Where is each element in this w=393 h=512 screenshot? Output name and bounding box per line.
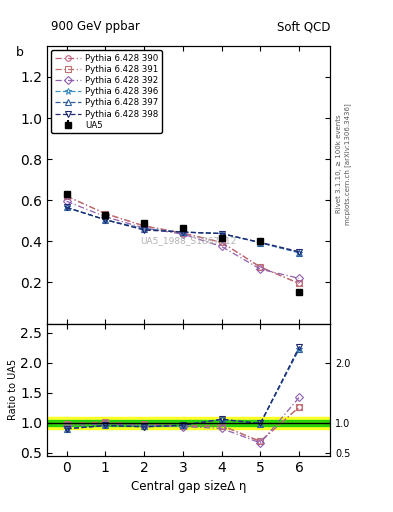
Pythia 6.428 390 <box>142 223 147 229</box>
Line: Pythia 6.428 397: Pythia 6.428 397 <box>64 205 302 255</box>
Pythia 6.428 390 <box>64 193 69 199</box>
Pythia 6.428 390 <box>180 230 185 236</box>
Pythia 6.428 396 <box>297 249 301 255</box>
Pythia 6.428 391 <box>258 264 263 270</box>
Pythia 6.428 391 <box>180 230 185 236</box>
Pythia 6.428 397 <box>219 230 224 237</box>
Text: UA5_1988_S1867512: UA5_1988_S1867512 <box>141 236 237 245</box>
Pythia 6.428 390 <box>103 210 108 217</box>
Pythia 6.428 396 <box>180 229 185 235</box>
Pythia 6.428 396 <box>103 217 108 223</box>
Line: Pythia 6.428 392: Pythia 6.428 392 <box>64 199 302 281</box>
Pythia 6.428 397 <box>64 204 69 210</box>
Text: b: b <box>16 46 24 59</box>
Pythia 6.428 392 <box>103 214 108 220</box>
Text: mcplots.cern.ch [arXiv:1306.3436]: mcplots.cern.ch [arXiv:1306.3436] <box>344 103 351 225</box>
Pythia 6.428 398 <box>219 230 224 237</box>
Line: Pythia 6.428 390: Pythia 6.428 390 <box>64 194 302 286</box>
Pythia 6.428 398 <box>64 204 69 210</box>
Pythia 6.428 391 <box>64 193 69 199</box>
Pythia 6.428 390 <box>297 281 301 287</box>
X-axis label: Central gap sizeΔ η: Central gap sizeΔ η <box>131 480 246 493</box>
Y-axis label: Ratio to UA5: Ratio to UA5 <box>7 359 18 420</box>
Pythia 6.428 392 <box>219 243 224 249</box>
Pythia 6.428 391 <box>219 239 224 245</box>
Pythia 6.428 398 <box>258 239 263 245</box>
Pythia 6.428 392 <box>297 275 301 282</box>
Pythia 6.428 391 <box>142 223 147 229</box>
Pythia 6.428 398 <box>103 217 108 223</box>
Pythia 6.428 396 <box>258 240 263 246</box>
Pythia 6.428 392 <box>142 225 147 231</box>
Bar <box>47 417 330 429</box>
Pythia 6.428 396 <box>64 204 69 210</box>
Pythia 6.428 397 <box>142 226 147 232</box>
Pythia 6.428 396 <box>219 230 224 237</box>
Pythia 6.428 397 <box>103 217 108 223</box>
Line: Pythia 6.428 398: Pythia 6.428 398 <box>64 205 302 254</box>
Pythia 6.428 396 <box>142 226 147 232</box>
Pythia 6.428 397 <box>297 249 301 255</box>
Pythia 6.428 397 <box>180 229 185 235</box>
Text: 900 GeV ppbar: 900 GeV ppbar <box>51 20 140 33</box>
Pythia 6.428 392 <box>258 266 263 272</box>
Line: Pythia 6.428 391: Pythia 6.428 391 <box>64 194 302 286</box>
Text: Soft QCD: Soft QCD <box>277 20 330 33</box>
Pythia 6.428 398 <box>180 229 185 235</box>
Pythia 6.428 391 <box>297 281 301 287</box>
Pythia 6.428 392 <box>64 198 69 204</box>
Pythia 6.428 392 <box>180 231 185 237</box>
Pythia 6.428 390 <box>219 239 224 245</box>
Pythia 6.428 391 <box>103 210 108 217</box>
Pythia 6.428 398 <box>297 248 301 254</box>
Text: Rivet 3.1.10, ≥ 100k events: Rivet 3.1.10, ≥ 100k events <box>336 115 342 213</box>
Legend: Pythia 6.428 390, Pythia 6.428 391, Pythia 6.428 392, Pythia 6.428 396, Pythia 6: Pythia 6.428 390, Pythia 6.428 391, Pyth… <box>51 50 162 133</box>
Pythia 6.428 397 <box>258 240 263 246</box>
Pythia 6.428 390 <box>258 264 263 270</box>
Pythia 6.428 398 <box>142 227 147 233</box>
Line: Pythia 6.428 396: Pythia 6.428 396 <box>63 204 303 256</box>
Bar <box>47 420 330 425</box>
